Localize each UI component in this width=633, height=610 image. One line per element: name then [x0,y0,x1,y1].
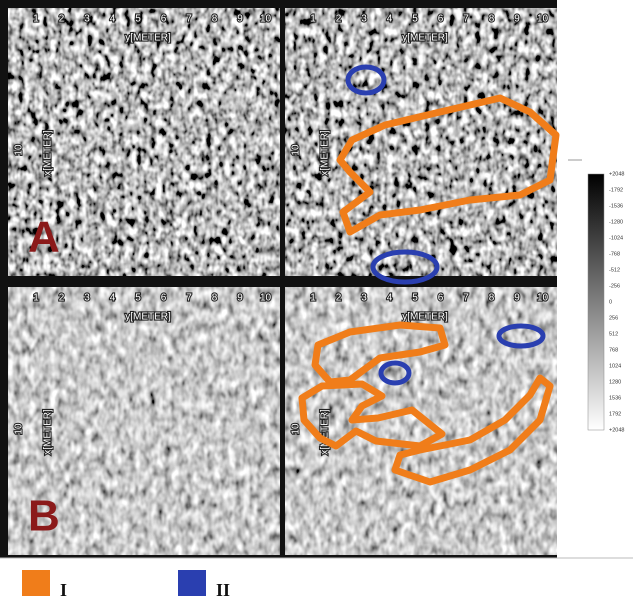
x-axis-label: y[METER] [125,33,171,44]
y-tick-label: 10 [291,144,302,156]
colorbar-tick-label: 0 [609,299,612,305]
x-tick-label: 3 [361,293,367,304]
x-tick-label: 6 [438,293,444,304]
x-tick-label: 7 [186,293,192,304]
x-tick-label: 5 [135,14,141,25]
colorbar [588,174,604,430]
x-tick-label: 10 [537,293,549,304]
colorbar-tick-label: -1024 [609,235,623,241]
x-tick-label: 8 [489,293,495,304]
x-tick-label: 9 [514,14,520,25]
legend-swatch [178,570,206,596]
x-tick-label: 9 [237,293,243,304]
x-tick-label: 9 [514,293,520,304]
colorbar-tick-label: 512 [609,331,618,337]
panel-letter: B [28,492,60,541]
legend-label: I [60,580,67,600]
x-tick-label: 2 [336,14,342,25]
panel-letter: A [28,213,60,262]
x-tick-label: 1 [33,293,39,304]
x-tick-label: 4 [387,293,393,304]
colorbar-tick-label: 768 [609,347,618,353]
colorbar-tick-label: -256 [609,283,620,289]
x-tick-label: 2 [336,293,342,304]
x-tick-label: 1 [310,293,316,304]
legend-swatch [22,570,50,596]
x-tick-label: 7 [463,293,469,304]
x-tick-label: 5 [412,14,418,25]
legend-label: II [216,580,230,600]
x-tick-label: 4 [387,14,393,25]
figure: 12345678910y[METER]10x[METER]A1234567891… [0,0,633,610]
x-tick-label: 8 [212,14,218,25]
y-tick-label: 10 [14,423,25,435]
x-tick-label: 6 [161,293,167,304]
y-axis-label: x[METER] [320,409,331,455]
colorbar-ticks: +2048 -1792 -1536 -1280 -1024 -768 -512 -256 0 25… [609,171,624,433]
x-tick-label: 5 [412,293,418,304]
y-tick-label: 10 [14,144,25,156]
x-tick-label: 5 [135,293,141,304]
x-tick-label: 8 [212,293,218,304]
x-tick-label: 3 [361,14,367,25]
colorbar-tick-label: 1024 [609,363,621,369]
colorbar-tick-label: 256 [609,315,618,321]
x-tick-label: 1 [33,14,39,25]
x-tick-label: 4 [110,14,116,25]
colorbar-tick-label: -768 [609,251,620,257]
x-tick-label: 3 [84,293,90,304]
x-axis-label: y[METER] [125,312,171,323]
x-tick-label: 4 [110,293,116,304]
x-tick-label: 10 [260,293,272,304]
x-tick-label: 6 [438,14,444,25]
colorbar-tick-label: -1792 [609,187,623,193]
y-axis-label: x[METER] [43,130,54,176]
colorbar-tick-label: -1536 [609,203,623,209]
x-tick-label: 6 [161,14,167,25]
colorbar-tick-label: -512 [609,267,620,273]
x-tick-label: 3 [84,14,90,25]
x-tick-label: 7 [186,14,192,25]
colorbar-tick-label: 1536 [609,395,621,401]
colorbar-tick-label: 1280 [609,379,621,385]
x-tick-label: 8 [489,14,495,25]
x-tick-label: 2 [59,14,65,25]
y-tick-label: 10 [291,423,302,435]
y-axis-label: x[METER] [43,409,54,455]
colorbar-tick-label: +2048 [609,427,624,433]
x-tick-label: 1 [310,14,316,25]
x-tick-label: 9 [237,14,243,25]
colorbar-tick-label: 1792 [609,411,621,417]
colorbar-tick-label: -1280 [609,219,623,225]
y-axis-label: x[METER] [320,130,331,176]
x-axis-label: y[METER] [402,312,448,323]
x-tick-label: 10 [537,14,549,25]
x-tick-label: 10 [260,14,272,25]
x-tick-label: 2 [59,293,65,304]
x-tick-label: 7 [463,14,469,25]
colorbar-tick-label: +2048 [609,171,624,177]
x-axis-label: y[METER] [402,33,448,44]
